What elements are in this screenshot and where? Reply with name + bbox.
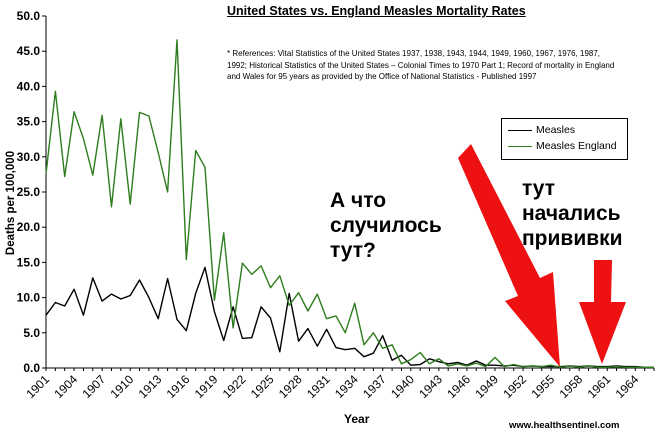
- x-tick-label: 1961: [585, 372, 614, 401]
- x-tick-label: 1904: [51, 372, 80, 401]
- x-axis-title: Year: [344, 412, 370, 426]
- x-tick-label: 1928: [276, 372, 305, 401]
- annotation-vaccinations-started: тут начались прививки: [522, 176, 623, 251]
- x-tick-label: 1901: [23, 372, 52, 401]
- x-tick-label: 1931: [304, 372, 333, 401]
- x-tick-label: 1934: [332, 372, 361, 401]
- annotation-vaccinations-started-line-3: прививки: [522, 227, 623, 250]
- x-tick-label: 1964: [613, 372, 642, 401]
- legend-swatch-measles: [508, 129, 532, 131]
- y-tick-label: 5.0: [23, 326, 40, 340]
- y-tick-label: 15.0: [17, 255, 41, 269]
- x-tick-label: 1910: [108, 372, 137, 401]
- arrow-long: [458, 144, 560, 367]
- series-line-measles: [45, 266, 654, 368]
- x-tick-label: 1925: [248, 372, 277, 401]
- chart-legend: Measles Measles England: [501, 118, 628, 160]
- x-tick-label: 1913: [136, 372, 165, 401]
- legend-label-measles-england: Measles England: [536, 140, 617, 152]
- x-tick-label: 1949: [472, 372, 501, 401]
- y-tick-label: 30.0: [17, 150, 41, 164]
- y-tick-label: 35.0: [17, 115, 41, 129]
- x-tick-label: 1940: [388, 372, 417, 401]
- x-tick-label: 1937: [360, 372, 389, 401]
- y-tick-label: 10.0: [17, 291, 41, 305]
- chart-references-note: * References: Vital Statistics of the Un…: [227, 49, 615, 81]
- x-tick-label: 1919: [192, 372, 221, 401]
- annotation-vaccinations-started-line-1: тут: [522, 177, 556, 200]
- legend-swatch-measles-england: [508, 145, 532, 147]
- annotation-what-happened: А что случилось тут?: [330, 188, 442, 263]
- x-tick-label: 1943: [416, 372, 445, 401]
- chart-title: United States vs. England Measles Mortal…: [227, 4, 526, 18]
- x-tick-label: 1907: [79, 372, 108, 401]
- y-tick-label: 45.0: [17, 44, 41, 58]
- series-line-measles-england: [45, 39, 654, 368]
- y-tick-label: 50.0: [17, 9, 41, 23]
- annotation-what-happened-line-3: тут?: [330, 239, 376, 262]
- y-tick-label: 25.0: [17, 185, 41, 199]
- y-tick-label: 20.0: [17, 220, 41, 234]
- x-tick-label: 1946: [444, 372, 473, 401]
- annotation-what-happened-line-2: случилось: [330, 214, 442, 237]
- x-tick-label: 1952: [500, 372, 529, 401]
- x-tick-label: 1958: [557, 372, 586, 401]
- legend-label-measles: Measles: [536, 124, 576, 136]
- y-axis-title: Deaths per 100,000: [1, 151, 21, 255]
- annotation-what-happened-line-1: А что: [330, 189, 387, 212]
- annotation-vaccinations-started-line-2: начались: [522, 202, 621, 225]
- y-tick-label: 0.0: [23, 361, 40, 375]
- x-tick-label: 1922: [220, 372, 249, 401]
- y-axis-title-text: Deaths per 100,000: [5, 150, 17, 256]
- x-tick-label: 1916: [164, 372, 193, 401]
- source-credit: www.healthsentinel.com: [509, 420, 620, 431]
- arrow-short: [579, 260, 626, 364]
- legend-item-measles-england: Measles England: [508, 139, 617, 153]
- y-tick-label: 40.0: [17, 79, 41, 93]
- legend-item-measles: Measles: [508, 123, 575, 137]
- x-tick-label: 1955: [528, 372, 557, 401]
